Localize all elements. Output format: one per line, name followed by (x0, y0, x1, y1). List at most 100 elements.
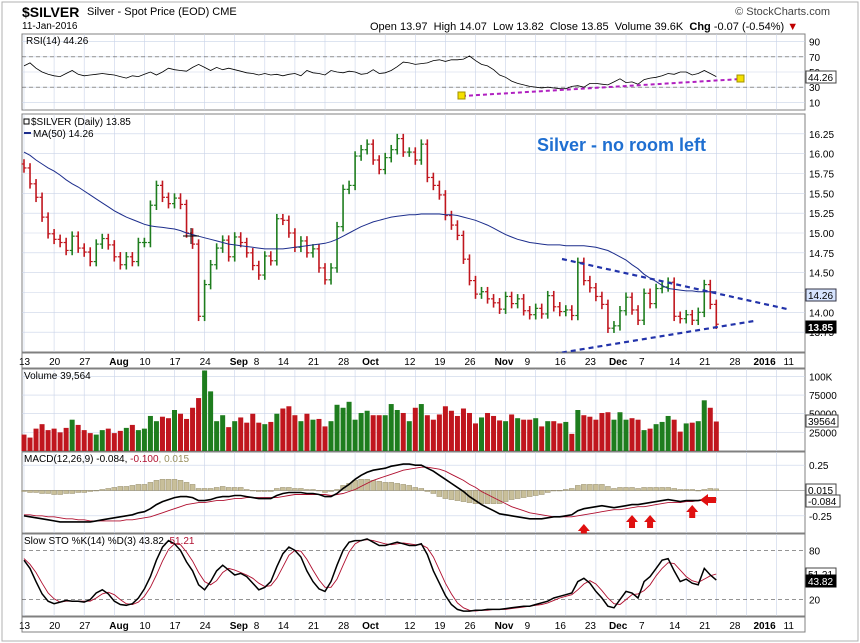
lower-trendline (552, 319, 755, 356)
volume-bar (551, 421, 557, 451)
volume-bar (418, 404, 424, 451)
volume-bar (159, 416, 165, 451)
volume-bar (165, 418, 171, 451)
volume-bar (129, 424, 135, 451)
volume-bar (412, 407, 418, 451)
macd-histogram-bar (51, 490, 57, 495)
volume-label: Volume (614, 21, 652, 33)
ohlc-summary: Open 13.97 High 14.07 Low 13.82 Close 13… (370, 21, 798, 33)
high-label: High (433, 21, 457, 33)
macd-histogram-bar (394, 483, 400, 491)
volume-bar (647, 428, 653, 451)
ma-legend: MA(50) 14.26 (33, 129, 94, 140)
volume-bar (509, 414, 515, 451)
volume-bar (617, 412, 623, 451)
volume-current-box (805, 414, 839, 428)
x-tick-label: 13 (19, 621, 31, 632)
volume-bar (479, 417, 485, 451)
macd-histogram-bar (159, 479, 166, 491)
volume-bar (442, 406, 448, 451)
macd-histogram-bar (545, 490, 551, 493)
volume-bar (521, 419, 527, 451)
volume-bar (33, 428, 39, 451)
macd-histogram-bar (677, 489, 683, 491)
volume-bar (671, 419, 677, 451)
macd-histogram-bar (695, 490, 701, 492)
macd-histogram-bar (268, 490, 274, 492)
volume-tick-label: 75000 (809, 391, 837, 402)
down-arrow-icon: ▼ (787, 21, 799, 33)
x-axis (21, 352, 806, 369)
volume-bar (147, 415, 153, 451)
macd-histogram-bar (117, 486, 124, 491)
volume-current-label: 39564 (808, 417, 836, 428)
x-tick-label: 23 (585, 621, 597, 632)
x-tick-label: 17 (170, 357, 182, 368)
macd-histogram-bar (213, 487, 220, 491)
macd-histogram-bar (436, 490, 443, 497)
x-tick-label: 27 (79, 357, 91, 368)
x-tick-label: 8 (254, 621, 260, 632)
x-tick-label: Nov (495, 357, 514, 368)
volume-tick-label: 100K (809, 372, 833, 383)
volume-bar (45, 430, 51, 451)
volume-bar (81, 430, 87, 451)
x-tick-label: 26 (464, 621, 476, 632)
volume-bar (611, 419, 617, 451)
x-tick-label: 11 (784, 621, 795, 632)
x-tick-label: 12 (404, 357, 416, 368)
sto-d-value: 51.21 (169, 536, 194, 547)
macd-histogram-bar (526, 490, 533, 497)
macd-histogram-bar (111, 487, 118, 491)
volume-bar (503, 421, 509, 451)
x-tick-label: Oct (362, 357, 379, 368)
volume-bar (581, 415, 587, 451)
x-tick-label: 16 (555, 621, 567, 632)
macd-histogram-bar (472, 490, 479, 504)
macd-histogram-bar (370, 480, 376, 491)
volume-bar (244, 422, 250, 451)
volume-bar (497, 420, 503, 451)
macd-histogram-bar (641, 487, 647, 491)
price-current-label: 13.85 (808, 323, 833, 334)
macd-histogram-bar (27, 490, 33, 493)
macd-histogram-bar (605, 486, 611, 491)
volume-bar (292, 415, 298, 451)
volume-bar (406, 421, 412, 451)
macd-histogram-bar (328, 490, 334, 492)
sto-title: Slow STO %K(14) %D(3) 43.82, 51.21 (24, 536, 195, 547)
ma50-line (23, 151, 717, 293)
macd-histogram-bar (575, 485, 581, 491)
macd-histogram-bar (496, 490, 503, 504)
price-tick-label: 14.00 (809, 308, 834, 319)
volume-bar (105, 428, 111, 451)
x-tick-label: 21 (699, 621, 711, 632)
macd-histogram-bar (448, 490, 455, 500)
macd-histogram-bar (189, 484, 196, 491)
red-arrow-icon (626, 515, 639, 528)
macd-histogram-bar (21, 490, 27, 492)
macd-histogram-bar (207, 488, 214, 491)
macd-histogram-bar (256, 490, 262, 492)
volume-bar (304, 413, 310, 451)
sto-k-value: Slow STO %K(14) %D(3) 43.82, (24, 536, 169, 547)
red-arrow-icon (700, 494, 716, 506)
volume-bar (63, 427, 69, 451)
volume-bar (99, 430, 105, 451)
volume-bar (232, 421, 238, 451)
volume-bar (430, 419, 436, 451)
macd-histogram-bar (280, 487, 286, 491)
macd-histogram-bar (63, 490, 69, 494)
volume-bar (21, 434, 27, 451)
volume-bar (328, 421, 334, 451)
macd-histogram-bar (316, 490, 322, 492)
rsi-tick-label: 30 (809, 83, 821, 94)
macd-histogram-bar (310, 489, 316, 491)
volume-bar (226, 427, 232, 451)
rsi-title: RSI(14) 44.26 (26, 36, 89, 47)
macd-histogram-bar (430, 490, 437, 494)
macd-histogram-bar (244, 489, 250, 491)
macd-histogram-bar (231, 487, 238, 491)
low-value: 13.82 (516, 21, 544, 33)
